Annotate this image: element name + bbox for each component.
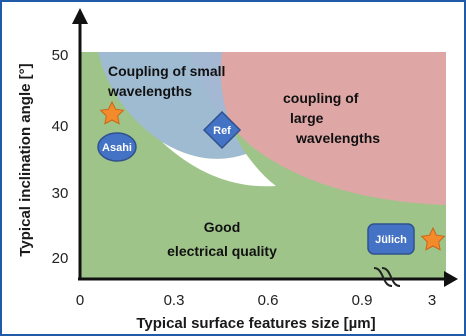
y-tick-50: 50: [52, 47, 69, 64]
asahi-marker-label: Asahi: [102, 142, 132, 154]
x-tick-0.6: 0.6: [258, 292, 279, 309]
small-wavelength-label-line1: Coupling of small: [108, 63, 225, 79]
x-axis-arrow: [444, 271, 458, 287]
y-tick-30: 30: [52, 185, 69, 202]
large-wavelength-label-line1: coupling of: [283, 90, 359, 106]
x-tick-0.9: 0.9: [352, 292, 373, 309]
good-quality-label-line2: electrical quality: [167, 243, 277, 259]
x-tick-3: 3: [428, 292, 436, 309]
large-wavelength-label-line3: wavelengths: [295, 130, 380, 146]
x-axis-label: Typical surface features size [µm]: [136, 315, 375, 332]
y-tick-40: 40: [52, 118, 69, 135]
x-tick-0.3: 0.3: [164, 292, 185, 309]
julich-marker-label: Jülich: [375, 234, 407, 246]
good-quality-label-line1: Good: [204, 219, 241, 235]
y-axis-label: Typical inclination angle [°]: [17, 63, 34, 256]
y-tick-20: 20: [52, 250, 69, 267]
ref-marker-label: Ref: [213, 125, 231, 137]
x-tick-0: 0: [76, 292, 84, 309]
y-axis-arrow: [72, 8, 88, 24]
large-wavelength-label-line2: large: [290, 110, 324, 126]
small-wavelength-label-line2: wavelengths: [107, 83, 192, 99]
